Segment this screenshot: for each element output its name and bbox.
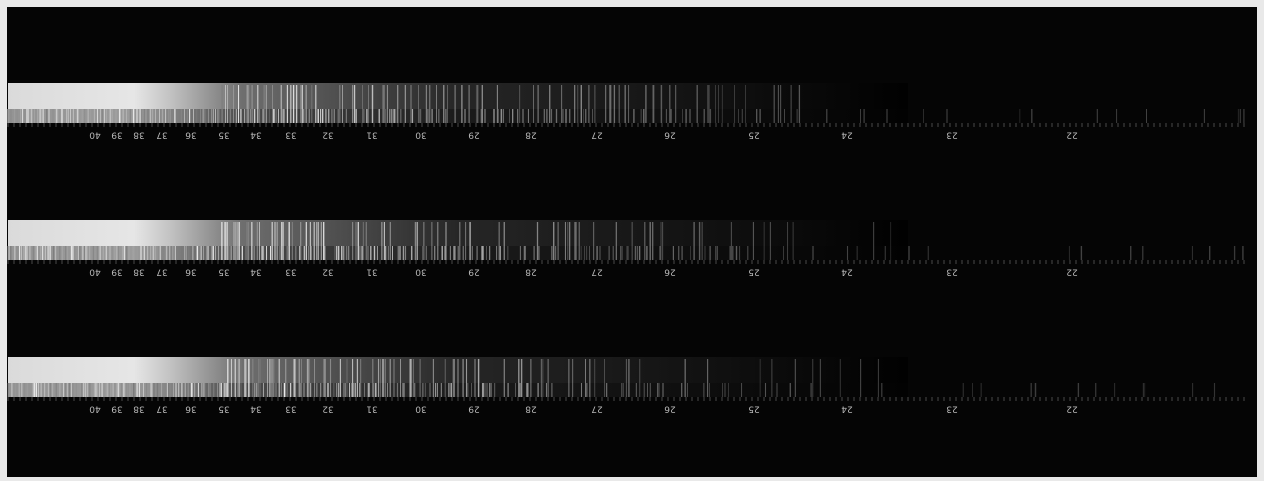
scale-label: 36 (185, 130, 197, 140)
scale-label: 27 (591, 404, 602, 414)
scale-label: 31 (366, 404, 377, 414)
continuum (8, 220, 908, 246)
scale-label: 30 (415, 130, 427, 140)
scale-label: 37 (156, 404, 167, 414)
scale-label: 36 (185, 404, 197, 414)
page: 40 39 38 37 36 35 34 33 32 31 30 29 28 27 26 25 24 23 22 40… (0, 0, 1264, 481)
scale-label: 38 (133, 404, 145, 414)
scale-label: 40 (89, 404, 101, 414)
scale-label: 37 (156, 130, 167, 140)
scale-label: 32 (322, 130, 333, 140)
continuum-lower (8, 109, 908, 123)
scale-label: 25 (748, 130, 759, 140)
scale-label: 39 (111, 267, 123, 277)
scale-label: 34 (250, 267, 262, 277)
scale-label: 40 (89, 130, 101, 140)
scale-label: 24 (841, 404, 853, 414)
scale-label: 25 (748, 404, 759, 414)
scale-label: 23 (946, 267, 957, 277)
scale-label: 38 (133, 130, 145, 140)
scale-label: 26 (664, 404, 676, 414)
scale-label: 28 (525, 267, 537, 277)
scale-label: 28 (525, 404, 537, 414)
scale-label: 24 (841, 130, 853, 140)
scale-label: 34 (250, 404, 262, 414)
scale-label: 35 (218, 267, 229, 277)
scale-label: 27 (591, 130, 602, 140)
scale-label: 22 (1066, 404, 1077, 414)
scale-label: 23 (946, 130, 957, 140)
scale-label: 40 (89, 267, 101, 277)
scale-label: 27 (591, 267, 602, 277)
plate: 40 39 38 37 36 35 34 33 32 31 30 29 28 27 26 25 24 23 22 40… (0, 0, 1264, 481)
scale-label: 35 (218, 130, 229, 140)
scale-label: 33 (285, 267, 296, 277)
scale-label: 31 (366, 267, 377, 277)
scale-label: 37 (156, 267, 167, 277)
scale-label: 32 (322, 267, 333, 277)
scale-label: 35 (218, 404, 229, 414)
scale-label: 30 (415, 404, 427, 414)
scale-label: 32 (322, 404, 333, 414)
scale-label: 39 (111, 130, 123, 140)
scale-label: 38 (133, 267, 145, 277)
scale-label: 22 (1066, 130, 1077, 140)
scale-label: 36 (185, 267, 197, 277)
continuum (8, 83, 908, 109)
scale-label: 24 (841, 267, 853, 277)
scale-label: 26 (664, 130, 676, 140)
scale-label: 31 (366, 130, 377, 140)
scale-label: 34 (250, 130, 262, 140)
scale-label: 29 (468, 267, 480, 277)
scale-label: 39 (111, 404, 123, 414)
scale-label: 29 (468, 130, 480, 140)
scale-label: 26 (664, 267, 676, 277)
scale-label: 28 (525, 130, 537, 140)
scale-label: 29 (468, 404, 480, 414)
scale-label: 33 (285, 130, 296, 140)
scale-label: 30 (415, 267, 427, 277)
scale-label: 22 (1066, 267, 1077, 277)
scale-label: 25 (748, 267, 759, 277)
scale-label: 33 (285, 404, 296, 414)
scale-label: 23 (946, 404, 957, 414)
